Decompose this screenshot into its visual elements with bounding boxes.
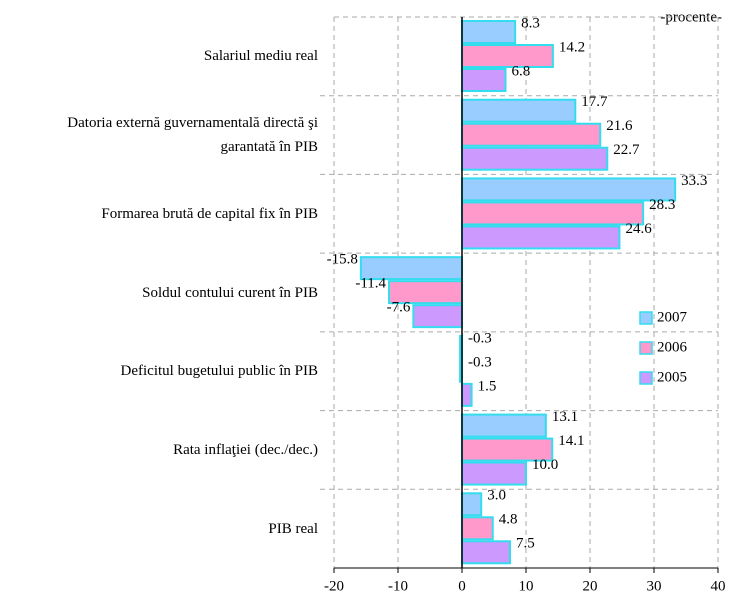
- value-label: 7.5: [516, 536, 535, 552]
- value-label: 3.0: [487, 488, 506, 504]
- x-tick-label: 40: [711, 578, 726, 594]
- bar: [461, 461, 527, 486]
- x-tick-label: -20: [324, 578, 344, 594]
- value-label: 22.7: [613, 142, 640, 158]
- value-label: 14.1: [558, 433, 584, 449]
- y-tick-label: Soldul contului curent în PIB: [142, 284, 318, 301]
- value-label: 8.3: [521, 15, 540, 31]
- legend-swatch: [639, 371, 653, 385]
- bar: [461, 44, 554, 68]
- bar: [461, 540, 511, 565]
- value-label: 21.6: [606, 118, 633, 134]
- bar: [461, 492, 483, 517]
- y-tick-label: PIB real: [268, 520, 318, 537]
- value-label: 13.1: [552, 409, 578, 425]
- annotation: -procente-: [660, 9, 722, 25]
- bar: [461, 382, 473, 407]
- bar: [461, 98, 577, 123]
- value-label: 14.2: [559, 39, 585, 55]
- y-tick-label: Datoria externă guvernamentală directă ş…: [67, 115, 318, 156]
- bar: [461, 225, 621, 250]
- value-label: 1.5: [478, 378, 497, 394]
- value-label: 33.3: [681, 173, 707, 189]
- bar: [461, 201, 645, 226]
- value-label: 17.7: [581, 94, 608, 110]
- value-label: 24.6: [625, 221, 652, 237]
- bar: [461, 68, 507, 92]
- bar: [461, 413, 547, 438]
- legend-swatch: [639, 341, 653, 355]
- value-label: 4.8: [499, 512, 518, 528]
- x-tick-label: 20: [583, 578, 598, 594]
- y-tick-label: Formarea brută de capital fix în PIB: [101, 205, 318, 222]
- value-label: -0.3: [468, 330, 492, 346]
- bar: [461, 122, 602, 147]
- bar: [412, 304, 463, 329]
- value-label: 6.8: [512, 63, 531, 79]
- legend-label: 2006: [657, 339, 688, 355]
- legend-label: 2005: [657, 369, 687, 385]
- bar: [461, 516, 494, 541]
- value-label: 10.0: [532, 457, 558, 473]
- value-label: -0.3: [468, 354, 492, 370]
- x-tick-label: 0: [458, 578, 466, 594]
- y-tick-label: Deficitul bugetului public în PIB: [120, 363, 318, 380]
- y-tick-label: Rata inflaţiei (dec./dec.): [173, 441, 318, 458]
- value-label: 28.3: [649, 197, 675, 213]
- value-label: -7.6: [387, 300, 411, 316]
- x-tick-label: -10: [388, 578, 408, 594]
- value-label: -11.4: [355, 276, 386, 292]
- bar: [461, 177, 677, 202]
- y-tick-label: Salariul mediu real: [203, 48, 318, 65]
- bar: [461, 20, 517, 44]
- x-tick-label: 30: [647, 578, 662, 594]
- bar: [461, 146, 609, 171]
- value-label: -15.8: [327, 252, 358, 268]
- legend-label: 2007: [657, 309, 688, 325]
- x-tick-label: 10: [519, 578, 534, 594]
- legend-swatch: [639, 311, 653, 325]
